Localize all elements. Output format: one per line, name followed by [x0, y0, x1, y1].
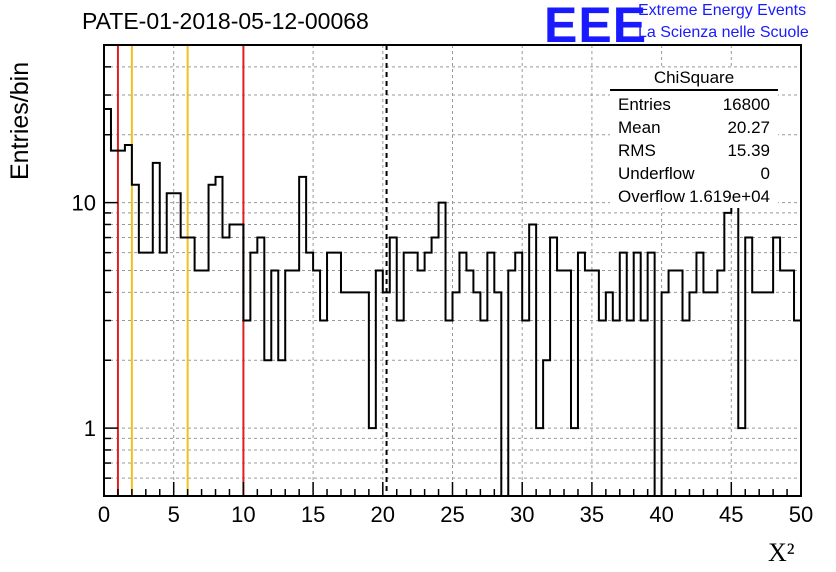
x-tick-label: 50	[789, 502, 813, 527]
chart-title: PATE-01-2018-05-12-00068	[82, 8, 369, 34]
x-tick-label: 35	[580, 502, 604, 527]
brand-line-1: Extreme Energy Events	[638, 2, 807, 19]
x-tick-label: 30	[510, 502, 534, 527]
stats-row-overflow: Overflow 1.619e+04	[610, 185, 778, 208]
x-tick-label: 5	[168, 502, 180, 527]
stats-row-underflow: Underflow 0	[610, 162, 778, 185]
stats-value: 1.619e+04	[689, 187, 770, 206]
stats-label: Mean	[618, 118, 661, 137]
x-tick-label: 0	[98, 502, 110, 527]
ticks: 0 5 10 15 20 25 30 35 40 45 50 1 10	[72, 66, 813, 527]
brand-line-2: La Scienza nelle Scuole	[638, 24, 809, 41]
stats-value: 16800	[722, 95, 770, 114]
stats-label: RMS	[618, 141, 656, 160]
y-tick-label: 1	[84, 416, 96, 441]
x-tick-label: 15	[301, 502, 325, 527]
x-tick-label: 10	[231, 502, 255, 527]
stats-label: Overflow	[618, 187, 686, 206]
stats-value: 20.27	[727, 118, 770, 137]
stats-row-mean: Mean 20.27	[610, 116, 778, 139]
stats-header: ChiSquare	[610, 68, 778, 91]
y-axis-label: Entries/bin	[6, 61, 34, 180]
stats-value: 15.39	[727, 141, 770, 160]
stats-row-rms: RMS 15.39	[610, 139, 778, 162]
y-tick-label: 10	[72, 191, 96, 216]
stats-value: 0	[760, 164, 770, 183]
eee-logo: EEE	[544, 0, 648, 53]
stats-row-entries: Entries 16800	[610, 93, 778, 116]
histogram-series	[103, 108, 802, 497]
x-tick-label: 40	[649, 502, 673, 527]
stats-box: ChiSquare Entries 16800 Mean 20.27 RMS 15.3…	[610, 68, 778, 208]
stats-label: Underflow	[618, 164, 695, 183]
x-axis-label: X²	[768, 538, 795, 567]
x-tick-label: 25	[440, 502, 464, 527]
x-tick-label: 20	[371, 502, 395, 527]
stats-label: Entries	[618, 95, 671, 114]
x-tick-label: 45	[719, 502, 743, 527]
